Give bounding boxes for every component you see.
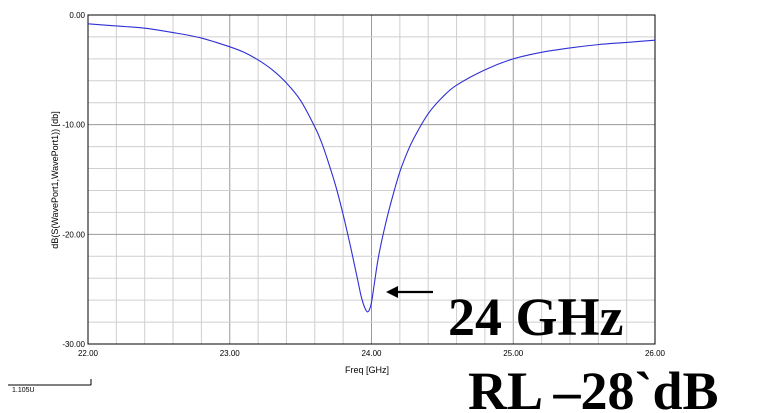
x-axis-label: Freq [GHz] xyxy=(345,365,389,375)
x-tick-label: 26.00 xyxy=(645,349,666,358)
x-tick-label: 23.00 xyxy=(220,349,241,358)
y-tick-label: 0.00 xyxy=(69,11,85,20)
y-tick-label: -10.00 xyxy=(62,121,85,130)
x-tick-label: 24.00 xyxy=(361,349,382,358)
arrow-icon xyxy=(386,286,433,298)
x-tick-label: 25.00 xyxy=(503,349,524,358)
annotation-frequency: 24 GHz xyxy=(448,287,623,347)
series-line-s11 xyxy=(87,23,656,313)
x-tick-label: 22.00 xyxy=(78,349,99,358)
y-tick-label: -20.00 xyxy=(62,230,85,239)
legend-fragment-text: 1.105U xyxy=(12,387,35,394)
grid-lines xyxy=(88,15,655,344)
y-tick-label: -30.00 xyxy=(62,340,85,349)
plot-frame xyxy=(87,14,656,345)
annotation-return-loss: RL –28`dB xyxy=(468,361,719,413)
y-tick-labels: 0.00 -10.00 -20.00 -30.00 xyxy=(62,11,85,349)
x-tick-labels: 22.00 23.00 24.00 25.00 26.00 xyxy=(78,349,666,358)
y-axis-label: dB(S(WavePort1,WavePort1)) [db] xyxy=(50,111,60,248)
legend-fragment: 1.105U xyxy=(8,379,92,394)
